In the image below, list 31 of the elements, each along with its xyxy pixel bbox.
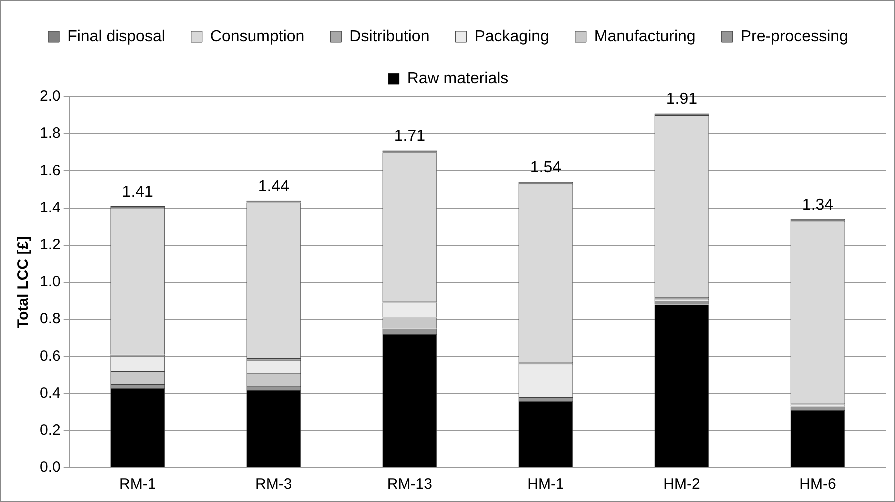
total-label: 1.41 — [122, 184, 154, 201]
legend-label: Packaging — [474, 28, 550, 46]
y-axis-title: Total LCC [£] — [15, 236, 32, 329]
x-tick-label: RM-3 — [256, 476, 292, 494]
x-tick-label: RM-13 — [387, 476, 432, 494]
total-label: 1.54 — [530, 160, 562, 177]
total-label: 1.44 — [258, 178, 290, 196]
y-tick-label: 0.8 — [40, 310, 61, 328]
y-tick-label: 0.4 — [40, 384, 61, 402]
y-tick-label: 1.0 — [40, 274, 61, 291]
legend-label: Consumption — [210, 28, 305, 46]
y-tick-label: 0.0 — [40, 459, 61, 476]
legend-label: Dsitribution — [350, 28, 430, 46]
legend-label: Manufacturing — [594, 28, 696, 46]
legend-label: Raw materials — [407, 70, 509, 88]
total-label: 1.34 — [802, 196, 834, 214]
y-tick-label: 1.2 — [40, 236, 61, 254]
total-label: 1.71 — [394, 128, 426, 146]
y-tick-label: 2.0 — [40, 88, 61, 106]
x-tick-label: HM-1 — [528, 476, 564, 494]
x-tick-label: HM-6 — [800, 476, 836, 494]
y-tick-label: 1.4 — [40, 199, 61, 216]
legend-label: Pre-processing — [740, 28, 848, 46]
y-tick-label: 1.8 — [40, 125, 61, 142]
total-label: 1.91 — [666, 91, 698, 108]
x-tick-label: RM-1 — [120, 476, 156, 494]
x-tick-label: HM-2 — [664, 476, 700, 494]
y-tick-label: 0.2 — [40, 422, 61, 440]
legend-label: Final disposal — [68, 28, 166, 46]
y-tick-label: 0.6 — [40, 348, 61, 365]
y-tick-label: 1.6 — [40, 162, 61, 180]
